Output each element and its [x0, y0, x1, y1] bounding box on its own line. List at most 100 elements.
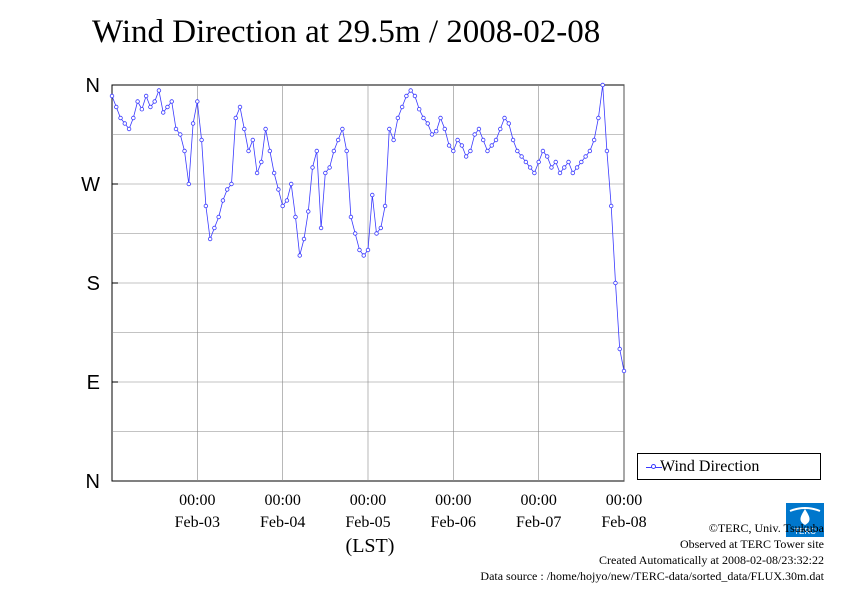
data-point	[570, 170, 575, 176]
data-point	[254, 170, 260, 176]
data-point	[519, 154, 524, 159]
data-point	[306, 209, 311, 214]
data-point	[212, 225, 217, 231]
data-point	[250, 137, 255, 143]
data-point	[429, 132, 435, 137]
data-point	[446, 143, 452, 148]
data-point	[583, 154, 588, 159]
data-point	[122, 121, 127, 126]
data-point	[515, 148, 520, 154]
data-point	[421, 115, 426, 121]
data-point	[301, 236, 307, 242]
y-axis-ticks: N E S W N	[81, 75, 118, 493]
data-point	[532, 170, 537, 176]
data-point	[280, 203, 285, 209]
data-point	[566, 159, 571, 165]
data-point	[600, 82, 605, 88]
x-tick-date-label: Feb-06	[431, 514, 476, 531]
data-point	[182, 148, 187, 154]
data-point	[126, 126, 132, 132]
footer-copyright: ©TERC, Univ. Tsukuba	[708, 521, 824, 535]
data-point	[348, 214, 354, 220]
data-point	[591, 137, 597, 143]
x-tick-date-label: Feb-08	[601, 514, 646, 531]
data-point	[216, 214, 221, 220]
x-axis-label: (LST)	[346, 535, 395, 557]
data-point	[143, 93, 149, 99]
data-point	[617, 346, 622, 352]
data-point	[344, 148, 349, 154]
x-tick-time-label: 00:00	[606, 492, 642, 509]
data-point	[169, 99, 174, 104]
data-point	[408, 88, 413, 93]
data-point	[553, 159, 558, 165]
footer: ©TERC, Univ. Tsukuba Observed at TERC To…	[480, 520, 824, 584]
legend-label: Wind Direction	[660, 458, 760, 475]
data-point	[203, 203, 209, 209]
data-point	[498, 126, 503, 132]
data-point	[434, 128, 439, 134]
svg-text:TERC: TERC	[794, 527, 816, 536]
data-point	[335, 137, 341, 143]
data-point	[156, 88, 162, 93]
x-tick-time-label: 00:00	[350, 492, 386, 509]
x-tick-time-label: 00:00	[179, 492, 215, 509]
data-point	[399, 104, 405, 110]
y-tick-label: W	[81, 174, 100, 196]
data-point	[404, 93, 409, 99]
data-point	[190, 121, 196, 126]
data-point	[160, 110, 166, 115]
data-point	[361, 253, 366, 258]
data-point	[506, 121, 511, 126]
data-point	[246, 148, 251, 154]
data-point	[173, 126, 179, 132]
legend-point-marker	[651, 464, 656, 469]
data-point	[391, 137, 396, 143]
data-point	[613, 280, 618, 286]
y-tick-label: E	[87, 372, 100, 394]
y-tick-label: N	[86, 471, 100, 493]
data-point	[459, 143, 465, 148]
data-point	[186, 181, 191, 187]
data-point	[549, 165, 554, 170]
y-tick-label: N	[86, 75, 100, 97]
data-point	[276, 187, 281, 192]
data-point	[587, 148, 593, 154]
x-tick-time-label: 00:00	[520, 492, 556, 509]
data-point	[152, 99, 157, 104]
footer-created: Created Automatically at 2008-02-08/23:3…	[599, 553, 824, 567]
data-point	[609, 203, 614, 209]
data-point	[502, 115, 507, 121]
data-point	[271, 170, 277, 176]
data-point	[199, 137, 204, 143]
data-point	[148, 104, 153, 110]
data-point	[267, 148, 273, 154]
data-point	[284, 198, 290, 203]
footer-observed: Observed at TERC Tower site	[679, 537, 824, 551]
data-point	[139, 106, 145, 112]
data-point	[395, 115, 401, 121]
data-point	[463, 154, 469, 159]
data-point	[259, 159, 264, 165]
data-point	[207, 236, 213, 242]
data-point	[289, 181, 294, 187]
data-point	[310, 165, 315, 170]
data-point	[451, 148, 456, 154]
data-point	[412, 93, 418, 99]
data-point	[237, 104, 243, 110]
data-point	[224, 187, 230, 192]
data-point	[523, 159, 529, 165]
x-tick-date-label: Feb-05	[345, 514, 390, 531]
chart-title: Wind Direction at 29.5m / 2008-02-08	[92, 14, 601, 50]
x-tick-date-label: Feb-04	[260, 514, 305, 531]
y-tick-label: S	[87, 273, 100, 295]
data-point	[489, 143, 494, 148]
data-point	[340, 126, 345, 132]
data-point	[242, 126, 247, 132]
data-point	[135, 99, 140, 104]
data-point	[579, 159, 584, 165]
data-point	[481, 137, 486, 143]
data-point	[485, 148, 490, 154]
data-point	[327, 165, 332, 170]
